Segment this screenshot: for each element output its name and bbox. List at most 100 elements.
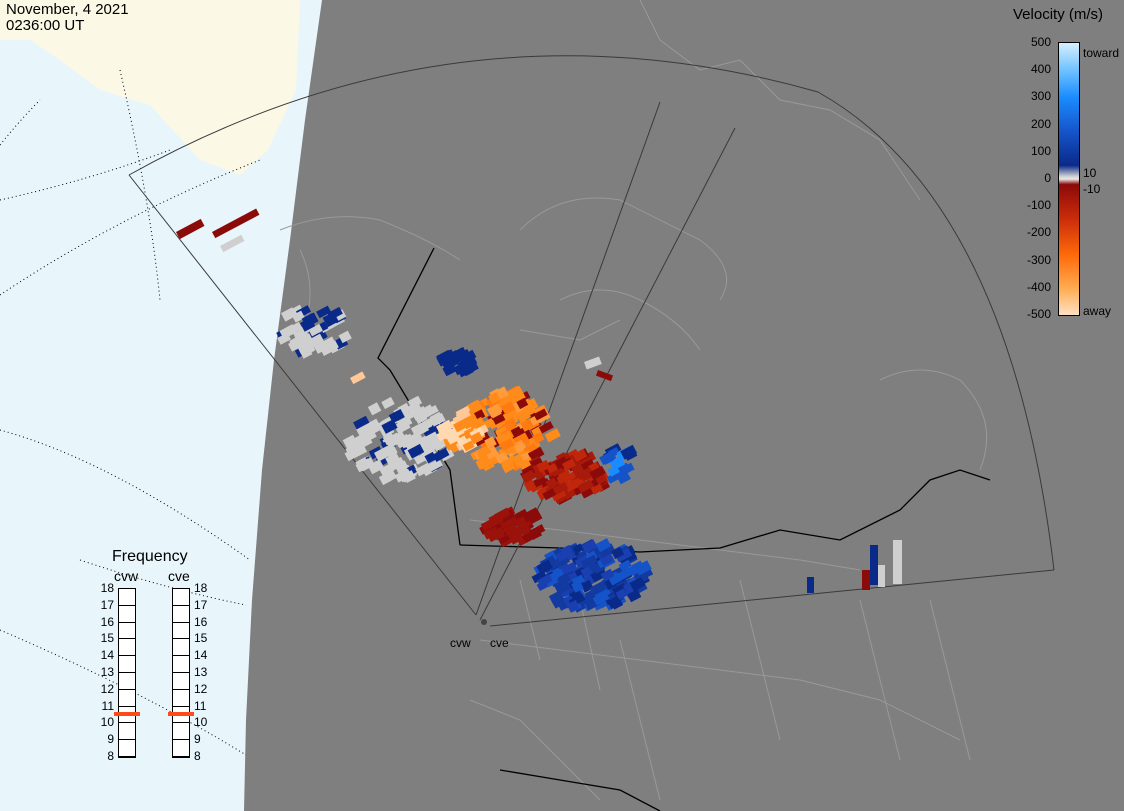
velocity-cell <box>577 479 595 494</box>
frequency-level-label: 12 <box>194 681 208 696</box>
velocity-cell <box>414 453 428 465</box>
velocity-cell <box>601 452 615 465</box>
frequency-level-label: 9 <box>194 732 201 747</box>
velocity-cell <box>351 432 369 448</box>
velocity-cell <box>533 408 548 421</box>
velocity-cell <box>629 576 646 592</box>
legend-colorbar <box>1058 42 1080 316</box>
velocity-cell <box>378 472 392 486</box>
velocity-cell <box>502 522 519 537</box>
radar-sites: cvw cve <box>450 619 509 650</box>
velocity-cell <box>536 561 550 575</box>
velocity-cell <box>395 463 409 476</box>
frequency-level-label: 17 <box>100 597 114 612</box>
velocity-cell <box>299 346 313 359</box>
velocity-cell <box>357 436 373 449</box>
velocity-cell <box>542 488 557 501</box>
frequency-marker <box>114 712 140 716</box>
velocity-cell <box>415 462 432 477</box>
frequency-level-label: 11 <box>194 698 207 713</box>
velocity-cell <box>634 560 652 576</box>
velocity-cell <box>432 447 450 462</box>
velocity-cell <box>280 307 297 322</box>
frequency-level-label: 14 <box>100 648 114 663</box>
legend-tick-label: 300 <box>1030 89 1051 104</box>
frequency-level-label: 18 <box>194 581 208 595</box>
velocity-cell <box>514 516 528 530</box>
frequency-tick <box>172 588 190 589</box>
frequency-level-label: 10 <box>100 715 114 730</box>
frequency-level-label: 8 <box>107 749 114 763</box>
velocity-cell <box>508 530 524 545</box>
velocity-cell <box>583 592 597 604</box>
legend-title: Velocity (m/s) <box>1013 6 1104 23</box>
velocity-cell <box>436 419 454 435</box>
velocity-cell <box>626 588 642 603</box>
velocity-cell <box>367 402 382 416</box>
velocity-cell <box>489 407 502 419</box>
velocity-cell <box>389 456 405 471</box>
velocity-cell <box>614 547 633 563</box>
velocity-cell <box>385 434 402 449</box>
frequency-level-label: 12 <box>100 681 114 696</box>
velocity-cell <box>538 421 554 434</box>
frequency-tick <box>172 672 190 673</box>
legend-away-label: away <box>1083 304 1112 318</box>
velocity-cell <box>564 478 580 493</box>
velocity-cell <box>291 310 305 323</box>
velocity-cell <box>512 439 526 453</box>
frequency-tick <box>172 655 190 657</box>
velocity-scatter <box>176 208 902 613</box>
legend-neg-threshold: -10 <box>1083 182 1101 196</box>
velocity-cell <box>620 444 638 460</box>
velocity-cell <box>436 351 454 367</box>
velocity-cell <box>472 416 486 430</box>
frequency-tick <box>118 621 136 623</box>
frequency-level-label: 14 <box>194 648 208 663</box>
velocity-cell <box>500 401 516 415</box>
velocity-cell <box>423 431 439 445</box>
velocity-cell <box>862 570 870 590</box>
velocity-cell <box>327 306 343 321</box>
frequency-level-label: 10 <box>194 715 208 730</box>
velocity-cell <box>367 459 385 475</box>
velocity-cell <box>338 330 352 344</box>
velocity-cell <box>407 395 423 409</box>
velocity-cell <box>594 580 608 593</box>
header-date: November, 4 2021 <box>6 1 129 18</box>
velocity-cell <box>495 451 509 464</box>
projection-area <box>244 0 1124 811</box>
velocity-cell <box>300 317 316 332</box>
legend-tick-label: -100 <box>1026 198 1051 213</box>
velocity-cell <box>616 470 631 485</box>
map-outlines <box>279 0 988 801</box>
velocity-cell <box>609 455 626 471</box>
velocity-cell <box>595 370 614 382</box>
velocity-cell <box>532 475 548 488</box>
frequency-level-label: 18 <box>100 581 114 595</box>
frequency-title: Frequency <box>112 548 188 565</box>
frequency-tick <box>172 756 190 757</box>
frequency-level-label: 9 <box>107 732 114 747</box>
frequency-level-label: 15 <box>100 631 114 646</box>
velocity-cell <box>495 430 513 445</box>
frequency-tick <box>172 739 190 741</box>
frequency-level-label: 13 <box>100 665 114 679</box>
frequency-tick <box>172 621 190 623</box>
legend-tick-label: -400 <box>1026 279 1051 294</box>
velocity-cell <box>453 418 470 433</box>
velocity-cell <box>620 462 635 476</box>
velocity-cell <box>176 218 205 240</box>
velocity-cell <box>616 567 633 582</box>
frequency-radar-cvw: cvw <box>114 568 139 584</box>
velocity-cell <box>469 431 484 445</box>
velocity-cell <box>521 469 536 484</box>
frequency-scale-box <box>172 588 190 758</box>
legend-tick-label: 400 <box>1030 62 1051 77</box>
velocity-cell <box>531 570 547 584</box>
velocity-cell <box>316 305 332 319</box>
velocity-cell <box>580 458 596 472</box>
velocity-cell <box>308 323 323 337</box>
velocity-cell <box>579 451 597 466</box>
velocity-cell <box>590 567 608 583</box>
